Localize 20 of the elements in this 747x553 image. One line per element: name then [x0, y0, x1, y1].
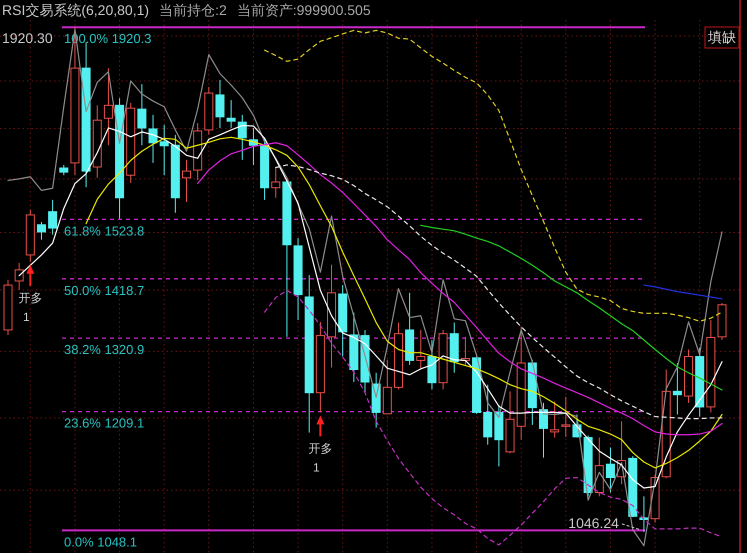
ref-line: 50.0% 1418.7: [62, 278, 645, 298]
annotation: 开多: [308, 441, 332, 456]
ref-line-label: 61.8% 1523.8: [64, 223, 144, 238]
annotation: 1920.30: [2, 30, 53, 46]
ref-line-label: 0.0% 1048.1: [64, 534, 138, 550]
annotation: 1046.24: [568, 514, 620, 531]
ref-line: 23.6% 1209.1: [62, 411, 645, 431]
chart-title: RSI交易系统(6,20,80,1): [2, 2, 150, 18]
ref-line: 0.0% 1048.1: [62, 529, 645, 550]
ref-line-label: 38.2% 1320.9: [64, 342, 144, 358]
annotation: 填缺: [707, 29, 736, 45]
annotation: 开多: [18, 290, 42, 305]
annotation: 1: [313, 460, 320, 474]
text: 当前资产:999900.505: [236, 2, 371, 18]
text: 当前持仓:2: [159, 2, 227, 18]
ref-line-label: 50.0% 1418.7: [64, 282, 144, 298]
ref-line-label: 23.6% 1209.1: [64, 416, 144, 431]
ref-line: 61.8% 1523.8: [62, 218, 645, 238]
annotation: 1: [22, 310, 30, 324]
ref-line: 38.2% 1320.9: [62, 338, 645, 358]
